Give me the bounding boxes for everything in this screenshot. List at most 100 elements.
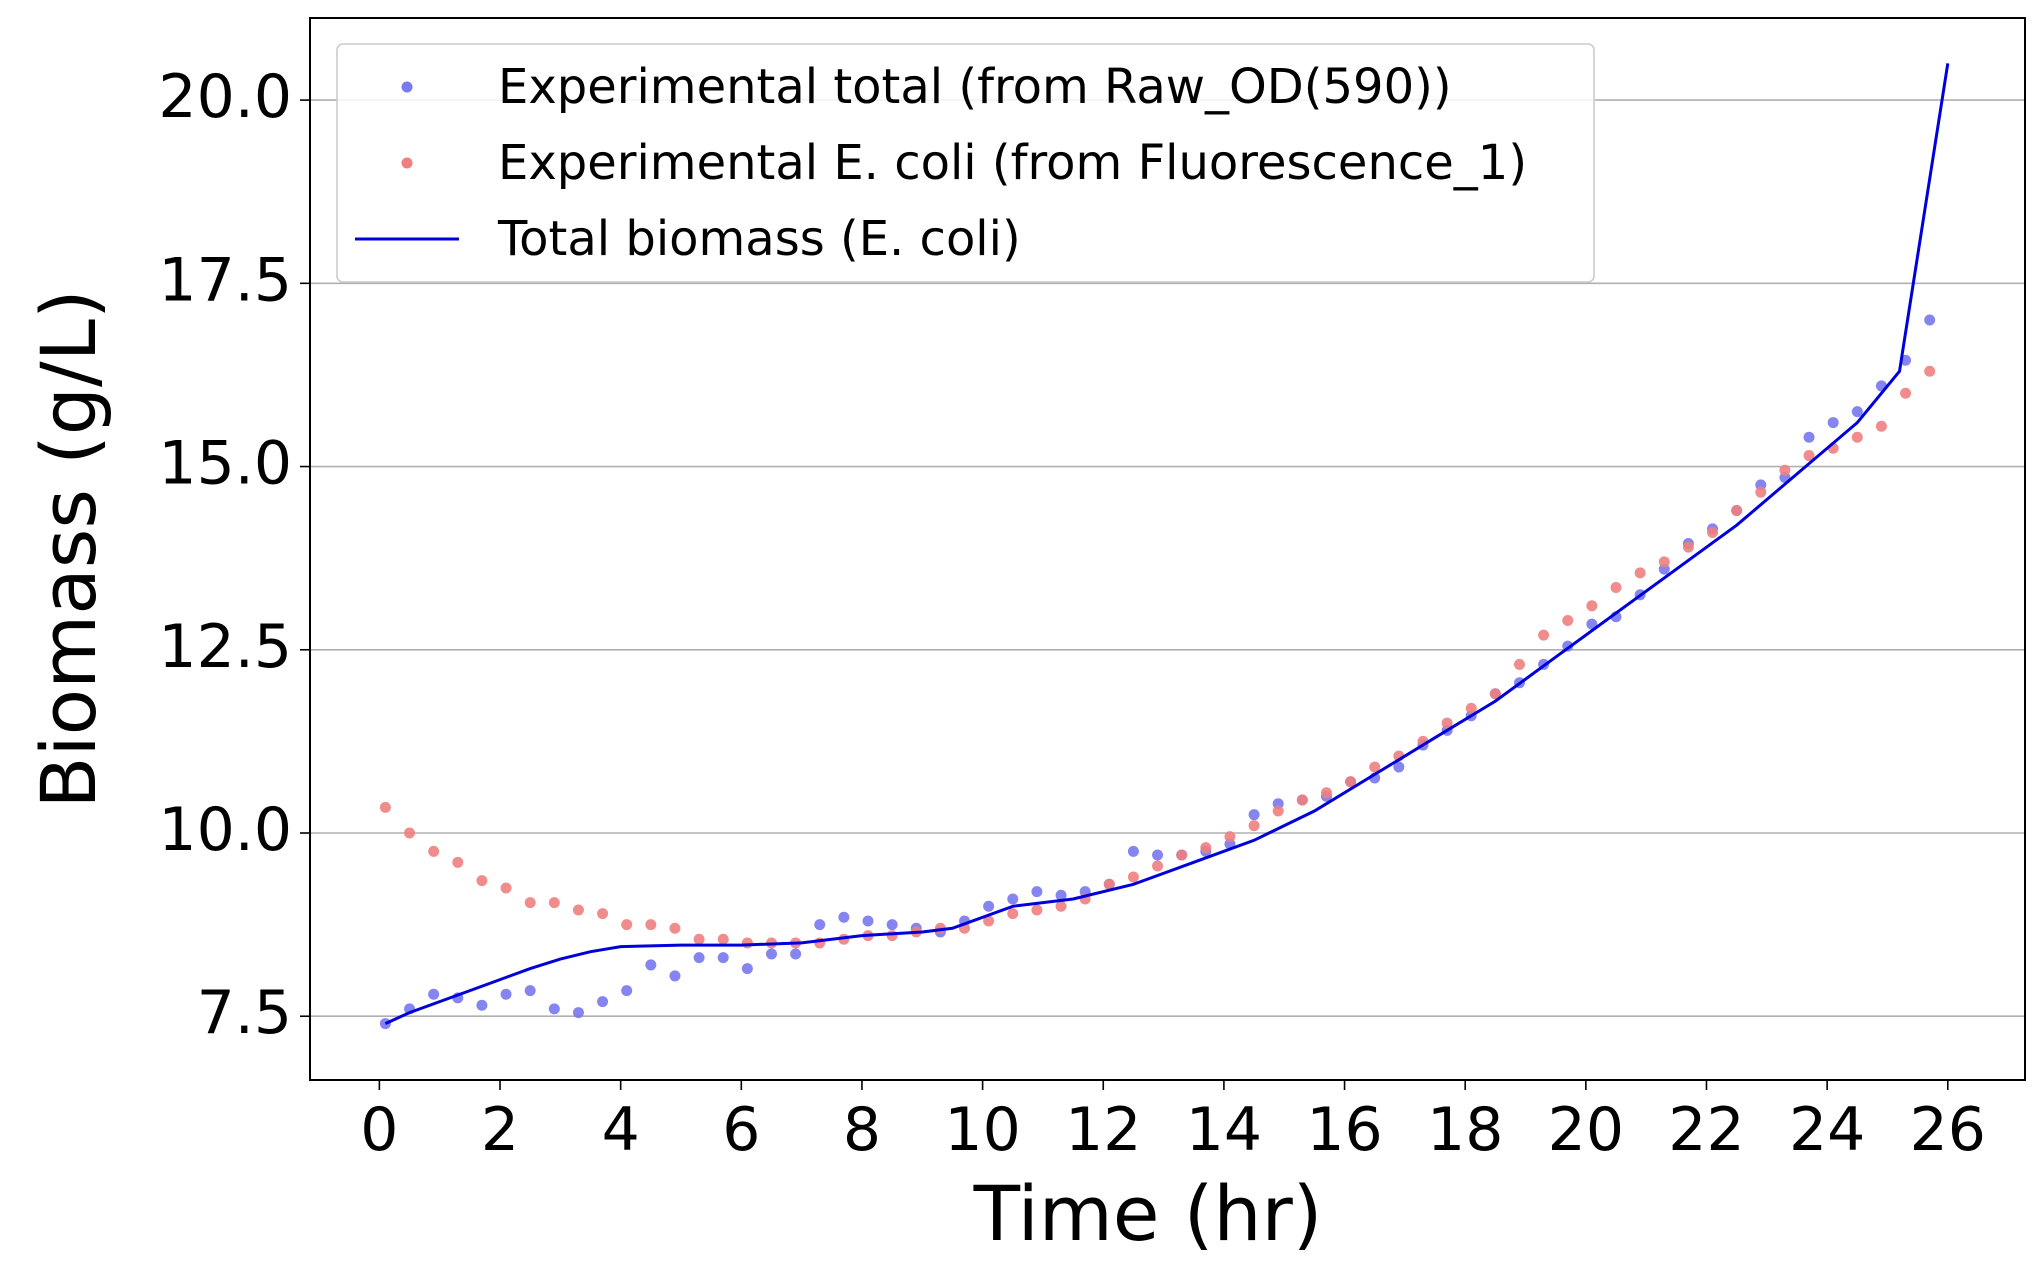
scatter-point: [1103, 878, 1115, 890]
scatter-point: [1779, 464, 1791, 476]
scatter-point: [572, 904, 584, 916]
scatter-point: [1345, 776, 1357, 788]
x-tick-label: 24: [1789, 1095, 1865, 1165]
scatter-point: [717, 952, 729, 964]
scatter-point: [765, 948, 777, 960]
scatter-point: [1707, 527, 1719, 539]
scatter-point: [1152, 849, 1164, 861]
scatter-point: [1176, 849, 1188, 861]
scatter-point: [1248, 809, 1260, 821]
scatter-point: [476, 875, 488, 887]
legend-box: [336, 43, 1595, 283]
y-tick-label: 12.5: [158, 612, 292, 682]
plot-area: [379, 63, 1950, 1030]
scatter-point: [1248, 820, 1260, 832]
scatter-point: [1296, 794, 1308, 806]
scatter-point: [693, 952, 705, 964]
scatter-point: [1538, 629, 1550, 641]
x-tick-label: 14: [1186, 1095, 1262, 1165]
x-tick-label: 4: [602, 1095, 640, 1165]
scatter-point: [524, 985, 536, 997]
scatter-point: [1924, 314, 1936, 326]
scatter-point: [1320, 787, 1332, 799]
scatter-point: [1369, 761, 1381, 773]
scatter-point: [621, 985, 633, 997]
scatter-point: [500, 988, 512, 1000]
legend-marker: [401, 157, 413, 169]
x-tick-label: 8: [843, 1095, 881, 1165]
scatter-point: [1634, 567, 1646, 579]
scatter-point: [1489, 688, 1501, 700]
scatter-point: [1224, 831, 1236, 843]
scatter-point: [524, 897, 536, 909]
scatter-point: [1031, 886, 1043, 898]
x-tick-label: 18: [1427, 1095, 1503, 1165]
scatter-point: [1127, 871, 1139, 883]
x-tick-label: 0: [360, 1095, 398, 1165]
legend-label: Experimental total (from Raw_OD(590)): [498, 59, 1452, 115]
scatter-point: [790, 948, 802, 960]
scatter-point: [886, 919, 898, 931]
axes-frame: [309, 17, 2026, 1081]
scatter-point: [814, 919, 826, 931]
scatter-point: [1007, 893, 1019, 905]
scatter-point: [1152, 860, 1164, 872]
scatter-point: [1682, 541, 1694, 553]
scatter-point: [1127, 845, 1139, 857]
y-tick-label: 15.0: [158, 429, 292, 499]
scatter-point: [1658, 556, 1670, 568]
scatter-point: [741, 937, 753, 949]
x-tick-label: 16: [1306, 1095, 1382, 1165]
x-tick-label: 20: [1548, 1095, 1624, 1165]
scatter-point: [597, 908, 609, 920]
x-tick-label: 22: [1668, 1095, 1744, 1165]
scatter-point: [404, 827, 416, 839]
scatter-point: [1851, 431, 1863, 443]
x-tick-label: 2: [481, 1095, 519, 1165]
y-tick-label: 17.5: [158, 245, 292, 315]
scatter-point: [838, 911, 850, 923]
y-axis-label: Biomass (g/L): [24, 289, 113, 808]
scatter-point: [1803, 450, 1815, 462]
scatter-point: [1441, 717, 1453, 729]
scatter-point: [717, 933, 729, 945]
scatter-point: [1851, 406, 1863, 418]
scatter-point: [1031, 904, 1043, 916]
scatter-point: [1007, 908, 1019, 920]
scatter-point: [500, 882, 512, 894]
scatter-point: [1272, 805, 1284, 817]
scatter-point: [741, 963, 753, 975]
scatter-point: [669, 970, 681, 982]
scatter-point: [548, 1003, 560, 1015]
scatter-point: [1393, 761, 1405, 773]
legend-label: Total biomass (E. coli): [497, 211, 1021, 267]
x-tick-label: 12: [1065, 1095, 1141, 1165]
x-tick-label: 26: [1910, 1095, 1986, 1165]
line-series: [384, 63, 1950, 1025]
legend-marker: [401, 81, 413, 93]
scatter-point: [1924, 365, 1936, 377]
scatter-point: [1055, 889, 1067, 901]
scatter-point: [597, 996, 609, 1008]
scatter-point: [1827, 417, 1839, 429]
legend-label: Experimental E. coli (from Fluorescence_…: [498, 135, 1527, 191]
scatter-point: [1513, 658, 1525, 670]
x-tick-label: 6: [722, 1095, 760, 1165]
scatter-point: [1586, 600, 1598, 612]
scatter-point: [1200, 842, 1212, 854]
scatter-point: [645, 959, 657, 971]
scatter-point: [1731, 505, 1743, 517]
scatter-point: [1562, 614, 1574, 626]
scatter-point: [1055, 900, 1067, 912]
scatter-point: [572, 1007, 584, 1019]
scatter-point: [476, 999, 488, 1011]
scatter-point: [548, 897, 560, 909]
y-tick-label: 20.0: [158, 62, 292, 132]
scatter-point: [621, 919, 633, 931]
y-tick-label: 7.5: [197, 978, 292, 1048]
scatter-point: [862, 915, 874, 927]
scatter-point: [1610, 581, 1622, 593]
scatter-point: [669, 922, 681, 934]
